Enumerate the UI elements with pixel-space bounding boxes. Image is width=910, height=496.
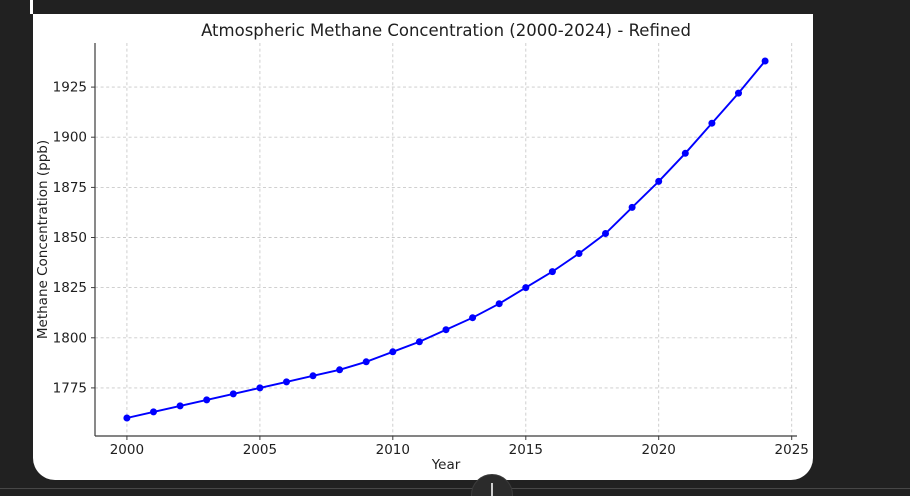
- data-point: [575, 250, 583, 257]
- data-point: [256, 384, 264, 392]
- y-axis-label: Methane Concentration (ppb): [35, 140, 51, 339]
- data-point: [469, 314, 477, 322]
- x-tick-label: 2010: [376, 442, 410, 458]
- data-point: [495, 300, 503, 308]
- chart-title: Atmospheric Methane Concentration (2000-…: [201, 21, 691, 40]
- y-tick-label: 1825: [53, 280, 87, 296]
- window-edge-sliver: [30, 0, 33, 14]
- y-tick-label: 1875: [53, 180, 87, 196]
- data-point: [229, 390, 237, 398]
- data-point: [628, 203, 636, 211]
- data-point: [735, 89, 742, 97]
- chart-card: 2000 2005 2010 2015 2020 2025 1775 1800 1825 1850…: [33, 14, 813, 480]
- data-point: [176, 402, 184, 410]
- x-tick-label: 2005: [243, 442, 277, 458]
- x-tick-label: 2000: [110, 442, 144, 458]
- x-axis-label: Year: [431, 457, 461, 473]
- data-line: [126, 60, 766, 419]
- data-point: [442, 326, 450, 334]
- y-tick-label: 1775: [53, 380, 87, 396]
- data-point: [123, 414, 131, 422]
- bottom-divider-line: [0, 488, 910, 489]
- y-tick-label: 1850: [53, 230, 87, 246]
- y-tick-label: 1925: [53, 80, 87, 96]
- data-point: [389, 348, 397, 356]
- data-point: [655, 177, 663, 185]
- data-point: [203, 396, 211, 404]
- text-cursor-icon: [491, 483, 493, 496]
- data-point: [522, 284, 530, 292]
- data-point: [150, 408, 157, 416]
- y-tick-label: 1900: [53, 130, 87, 146]
- data-point: [336, 366, 344, 374]
- data-point: [415, 338, 423, 346]
- data-point: [283, 378, 290, 386]
- x-tick-label: 2020: [642, 442, 676, 458]
- data-point: [708, 119, 716, 127]
- data-point: [681, 149, 689, 157]
- x-tick-label: 2025: [775, 442, 809, 458]
- x-tick-label: 2015: [509, 442, 543, 458]
- data-point: [362, 358, 370, 366]
- data-point: [309, 372, 317, 380]
- data-point: [548, 268, 556, 276]
- y-tick-label: 1800: [53, 330, 87, 346]
- methane-line-chart: 2000 2005 2010 2015 2020 2025 1775 1800 1825 1850…: [35, 21, 809, 473]
- data-point: [761, 57, 769, 65]
- data-point: [602, 230, 609, 237]
